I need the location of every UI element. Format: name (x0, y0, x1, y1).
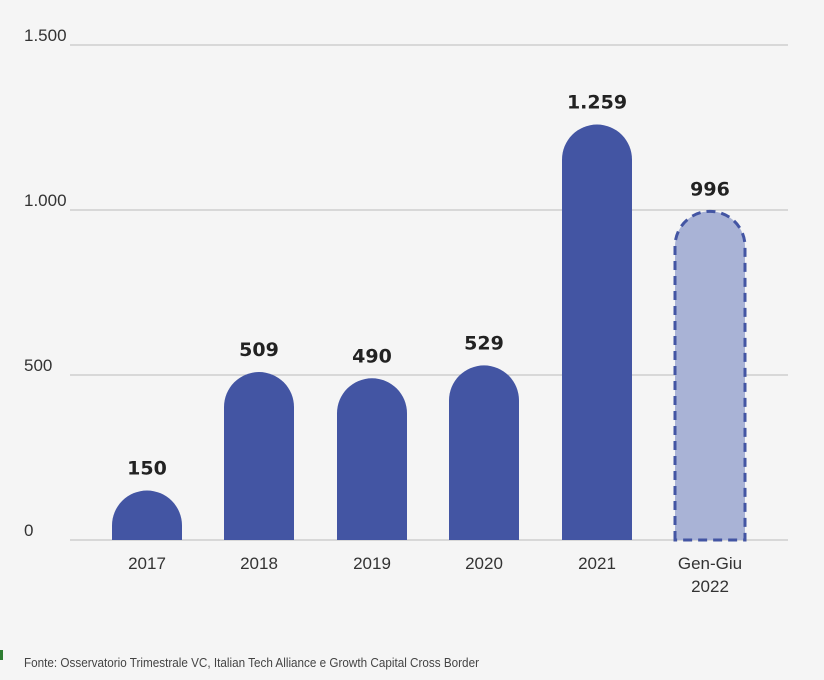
bar (112, 490, 182, 540)
bar (449, 365, 519, 540)
data-label: 150 (127, 458, 167, 480)
bar-chart: 0 500 1.000 1.500 150 2017 509 2018 490 2019 529 20… (24, 26, 788, 596)
x-tick-label: Gen-Giu (678, 554, 742, 573)
y-tick-label: 1.000 (24, 191, 67, 210)
bar (224, 372, 294, 540)
x-tick-label: 2021 (578, 554, 616, 573)
source-note: Fonte: Osservatorio Trimestrale VC, Ital… (24, 655, 479, 670)
bar-estimated (673, 209, 747, 542)
bar (337, 378, 407, 540)
x-tick-label: 2017 (128, 554, 166, 573)
bar (562, 124, 632, 541)
data-label: 529 (464, 332, 504, 354)
x-tick-label: 2018 (240, 554, 278, 573)
data-label: 996 (690, 178, 730, 200)
x-tick-label: 2020 (465, 554, 503, 573)
y-tick-label: 1.500 (24, 26, 67, 45)
data-label: 1.259 (567, 92, 627, 114)
x-tick-label: 2019 (353, 554, 391, 573)
x-tick-label: 2022 (691, 577, 729, 596)
data-label: 490 (352, 345, 392, 367)
green-marker (0, 650, 3, 660)
data-label: 509 (239, 339, 279, 361)
y-tick-label: 0 (24, 521, 33, 540)
y-tick-label: 500 (24, 356, 52, 375)
